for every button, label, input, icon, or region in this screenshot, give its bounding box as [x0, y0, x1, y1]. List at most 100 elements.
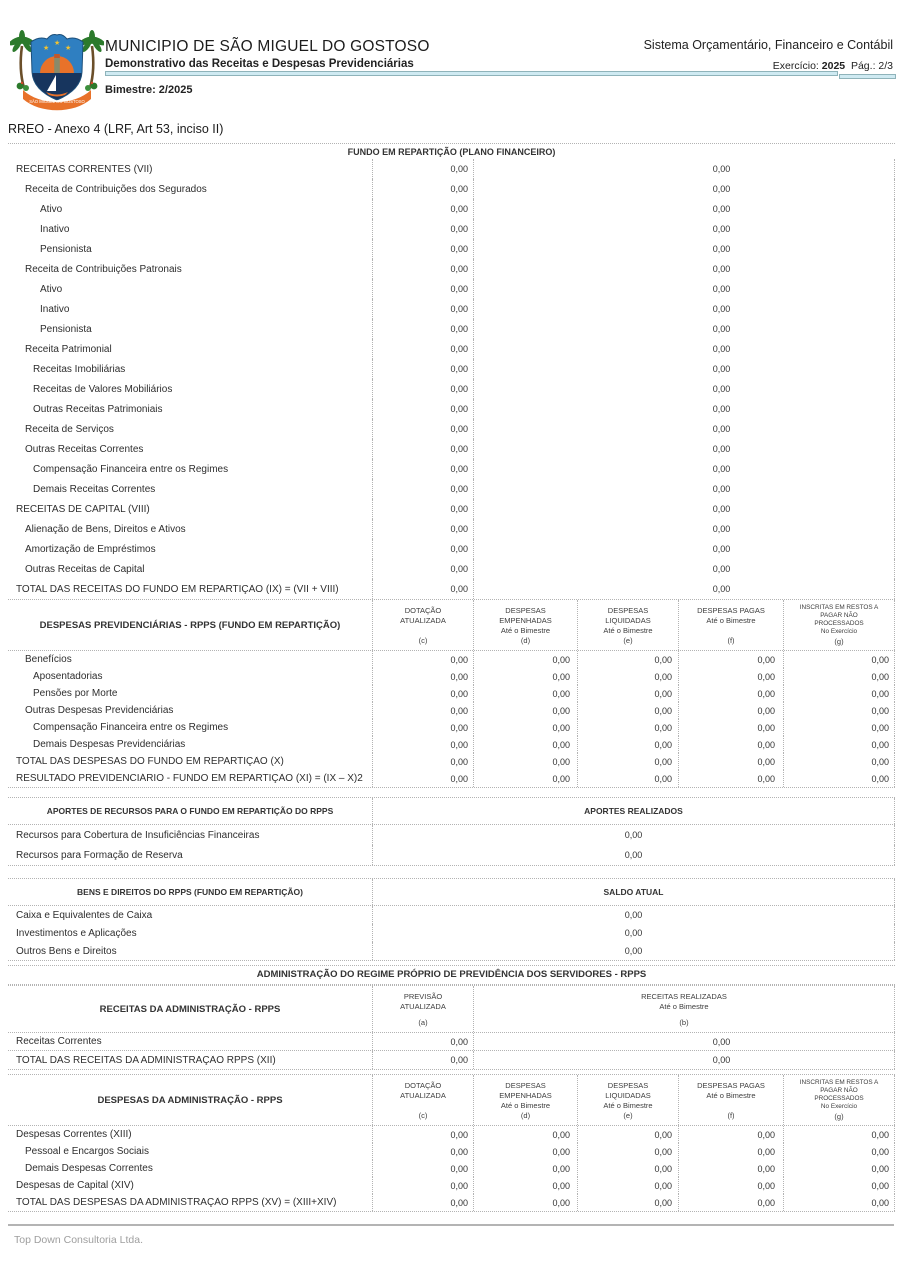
- row-value-b: 0,00: [473, 1051, 895, 1069]
- exercise-label: Exercício:: [772, 60, 819, 72]
- column-header: PREVISÃO ATUALIZADA (a): [372, 986, 473, 1032]
- row-value-a: 0,00: [372, 439, 473, 459]
- row-value-a: 0,00: [372, 359, 473, 379]
- row-value-b: 0,00: [473, 259, 895, 279]
- row-value-a: 0,00: [372, 579, 473, 599]
- table-row: Demais Despesas Previdenciárias 0,00 0,00 0…: [8, 736, 895, 753]
- row-label: Receita de Contribuições dos Segurados: [25, 183, 207, 195]
- column-header-line: DESPESAS: [607, 1081, 649, 1090]
- bens-header: BENS E DIREITOS DO RPPS (FUNDO EM REPART…: [8, 878, 895, 906]
- row-value-d: 0,00: [473, 1143, 577, 1160]
- column-ref: (d): [520, 1111, 531, 1121]
- column-header-line: PREVISÃO: [403, 992, 443, 1001]
- column-header: INSCRITAS EM RESTOS A PAGAR NÃO PROCESSADO…: [783, 600, 895, 650]
- row-value-d: 0,00: [473, 1194, 577, 1211]
- row-value-b: 0,00: [473, 459, 895, 479]
- exercise-page-info: Exercício: 2025 Pág.: 2/3: [773, 60, 893, 72]
- column-header-line: Até o Bimestre: [706, 1090, 756, 1100]
- column-header-line: PAGAR NÃO: [820, 612, 858, 619]
- row-value-d: 0,00: [473, 719, 577, 736]
- row-label: Aposentadorias: [33, 671, 103, 682]
- row-value-g: 0,00: [783, 753, 895, 770]
- row-value-a: 0,00: [372, 559, 473, 579]
- column-header: INSCRITAS EM RESTOS A PAGAR NÃO PROCESSADO…: [783, 1075, 895, 1125]
- column-header-line: No Exercício: [820, 1103, 858, 1110]
- table-row: Pensões por Morte 0,00 0,00 0,00 0,00 0,00: [8, 685, 895, 702]
- row-value: 0,00: [372, 825, 895, 845]
- table-row: Outros Bens e Direitos 0,00: [8, 942, 895, 960]
- column-header: DESPESAS EMPENHADAS Até o Bimestre (d): [473, 1075, 577, 1125]
- table-row: Benefícios 0,00 0,00 0,00 0,00 0,00: [8, 651, 895, 668]
- row-value-g: 0,00: [783, 770, 895, 787]
- row-value-e: 0,00: [577, 736, 678, 753]
- column-header: RECEITAS REALIZADAS Até o Bimestre (b): [473, 986, 895, 1032]
- row-value-f: 0,00: [678, 1194, 783, 1211]
- row-label: Receita de Contribuições Patronais: [25, 263, 182, 275]
- row-label: Outras Despesas Previdenciárias: [25, 705, 174, 716]
- row-label: Pessoal e Encargos Sociais: [25, 1146, 149, 1157]
- table-row: TOTAL DAS RECEITAS DO FUNDO EM REPARTIÇÃ…: [8, 579, 895, 599]
- sailboat-icon: [47, 75, 56, 91]
- column-ref: (a): [418, 1018, 428, 1028]
- row-value: 0,00: [372, 942, 895, 960]
- bens-rows: Caixa e Equivalentes de Caixa 0,00 Investi…: [8, 906, 895, 961]
- column-header-line: DESPESAS PAGAS: [697, 606, 765, 615]
- column-header-line: ATUALIZADA: [400, 615, 446, 625]
- row-value-g: 0,00: [783, 1177, 895, 1194]
- footer-divider: [8, 1224, 894, 1226]
- row-label: TOTAL DAS DESPESAS DA ADMINISTRAÇÃO RPPS…: [16, 1197, 337, 1208]
- row-value-c: 0,00: [372, 651, 473, 668]
- admin-despesas-rows: Despesas Correntes (XIII) 0,00 0,00 0,00 0,0…: [8, 1126, 895, 1212]
- row-value-b: 0,00: [473, 559, 895, 579]
- row-value-a: 0,00: [372, 339, 473, 359]
- row-value-d: 0,00: [473, 702, 577, 719]
- fundo-receitas-rows: RECEITAS CORRENTES (VII) 0,00 0,00 Receita …: [8, 159, 895, 599]
- row-label: Pensões por Morte: [33, 688, 118, 699]
- row-label: Receita de Serviços: [25, 423, 114, 435]
- row-label: Recursos para Formação de Reserva: [16, 849, 183, 861]
- table-row: Investimentos e Aplicações 0,00: [8, 924, 895, 942]
- column-header-line: DESPESAS: [607, 606, 649, 615]
- column-header: DOTAÇÃO ATUALIZADA (c): [372, 1075, 473, 1125]
- table-row: RESULTADO PREVIDENCIÁRIO - FUNDO EM REPA…: [8, 770, 895, 787]
- section-title-admin-receitas: RECEITAS DA ADMINISTRAÇÃO - RPPS: [99, 1003, 281, 1015]
- row-label: Despesas de Capital (XIV): [16, 1180, 134, 1191]
- row-value-g: 0,00: [783, 668, 895, 685]
- row-value-g: 0,00: [783, 1160, 895, 1177]
- row-value-c: 0,00: [372, 1177, 473, 1194]
- row-value-a: 0,00: [372, 519, 473, 539]
- row-label: Inativo: [40, 223, 70, 235]
- fundo-despesas-rows: Benefícios 0,00 0,00 0,00 0,00 0,00 Aposentado…: [8, 651, 895, 788]
- row-label: Outras Receitas Patrimoniais: [33, 403, 163, 415]
- column-header-line: Até o Bimestre: [500, 625, 551, 635]
- row-value-e: 0,00: [577, 1126, 678, 1143]
- row-label: Despesas Correntes (XIII): [16, 1129, 132, 1140]
- row-value-f: 0,00: [678, 736, 783, 753]
- table-row: Outras Receitas de Capital 0,00 0,00: [8, 559, 895, 579]
- row-value-a: 0,00: [372, 459, 473, 479]
- row-value-e: 0,00: [577, 685, 678, 702]
- row-value-c: 0,00: [372, 770, 473, 787]
- table-row: Demais Despesas Correntes 0,00 0,00 0,00 0,0…: [8, 1160, 895, 1177]
- column-header-line: Até o Bimestre: [500, 1100, 551, 1110]
- row-value-a: 0,00: [372, 399, 473, 419]
- table-row: TOTAL DAS RECEITAS DA ADMINISTRAÇÃO RPPS…: [8, 1051, 895, 1069]
- aportes-header: APORTES DE RECURSOS PARA O FUNDO EM REPA…: [8, 797, 895, 825]
- row-label: Benefícios: [25, 654, 72, 665]
- table-row: Recursos para Cobertura de Insuficiência…: [8, 825, 895, 845]
- star-icon: ★: [65, 44, 71, 52]
- column-ref: (b): [679, 1018, 689, 1028]
- column-ref: (f): [727, 636, 735, 646]
- row-value: 0,00: [372, 924, 895, 942]
- row-value-a: 0,00: [372, 319, 473, 339]
- row-value-d: 0,00: [473, 651, 577, 668]
- footer-company: Top Down Consultoria Ltda.: [14, 1234, 143, 1246]
- row-value-e: 0,00: [577, 668, 678, 685]
- table-row: Caixa e Equivalentes de Caixa 0,00: [8, 906, 895, 924]
- row-label: Inativo: [40, 303, 70, 315]
- row-value-a: 0,00: [372, 159, 473, 179]
- table-row: Receita de Serviços 0,00 0,00: [8, 419, 895, 439]
- row-value-e: 0,00: [577, 770, 678, 787]
- table-row: Receita de Contribuições dos Segurados 0,…: [8, 179, 895, 199]
- row-value-c: 0,00: [372, 685, 473, 702]
